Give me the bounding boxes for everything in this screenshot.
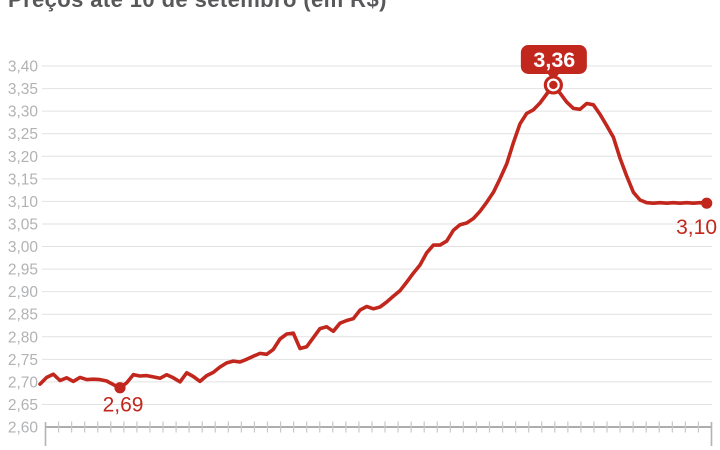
peak-marker-dot: [549, 80, 558, 90]
y-axis-label: 3,05: [8, 216, 38, 233]
y-axis-label: 2,65: [8, 397, 38, 414]
y-axis-label: 2,70: [8, 374, 39, 391]
y-axis-label: 3,20: [8, 149, 39, 166]
y-axis-label: 3,25: [8, 126, 38, 143]
last-point-marker: [701, 197, 713, 209]
peak-badge: [520, 45, 587, 74]
y-axis-label: 2,75: [8, 352, 38, 369]
y-axis-label: 2,85: [8, 307, 38, 324]
y-axis-label: 3,10: [8, 194, 39, 211]
y-axis-label: 2,90: [8, 284, 39, 301]
y-axis-label: 3,40: [8, 59, 39, 76]
y-axis-label: 2,95: [8, 262, 38, 279]
peak-value-label: 3,36: [533, 48, 575, 72]
y-axis-label: 3,30: [8, 104, 39, 121]
y-axis-label: 3,35: [8, 81, 38, 98]
chart-title: Preços até 10 de setembro (em R$): [8, 0, 387, 13]
y-axis-label: 3,00: [8, 239, 39, 256]
min-point-marker: [114, 382, 126, 394]
price-line: [38, 83, 709, 390]
y-axis-label: 2,60: [8, 420, 39, 437]
y-axis-label: 3,15: [8, 171, 38, 188]
min-value-label: 2,69: [103, 394, 144, 417]
last-value-label: 3,10: [676, 216, 717, 239]
y-axis-label: 2,80: [8, 329, 39, 346]
